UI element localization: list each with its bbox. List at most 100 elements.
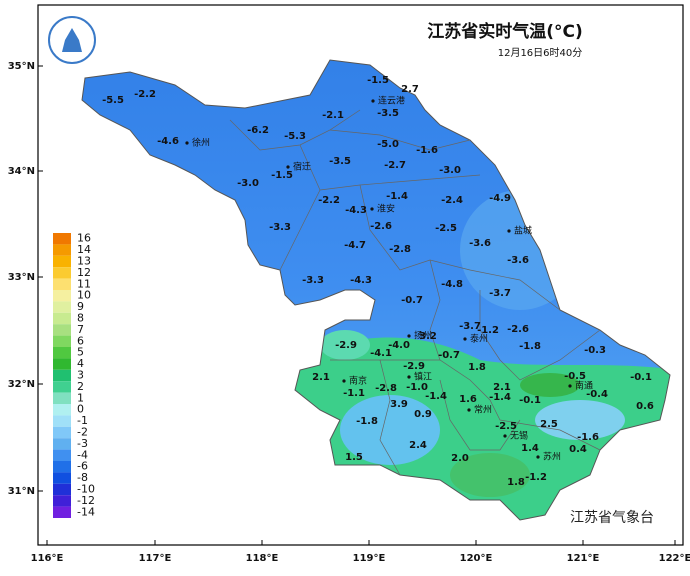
lon-label: 117°E: [139, 553, 172, 564]
legend-swatch: [53, 267, 71, 279]
temperature-label: -0.3: [584, 345, 606, 356]
temperature-label: -2.8: [389, 244, 411, 255]
city-label: 盐城: [514, 225, 532, 237]
legend-swatch: [53, 426, 71, 439]
temperature-label: -3.7: [489, 288, 511, 299]
temperature-label: -2.4: [441, 195, 463, 206]
temperature-label: -2.9: [403, 361, 425, 372]
temperature-label: -0.7: [401, 295, 423, 306]
temperature-label: -5.0: [377, 139, 399, 150]
city-dot: [503, 434, 507, 438]
legend-swatch: [53, 438, 71, 450]
temperature-label: 1.8: [468, 362, 486, 373]
city-dot: [371, 99, 375, 103]
temperature-label: 2.4: [409, 440, 427, 451]
temperature-label: -6.2: [247, 125, 269, 136]
temperature-label: 0.4: [569, 444, 587, 455]
lat-label: 32°N: [8, 379, 35, 390]
temperature-label: 2.1: [493, 382, 511, 393]
city-dot: [407, 375, 411, 379]
legend-swatch: [53, 461, 71, 473]
legend-label: -14: [77, 505, 95, 518]
temperature-label: -4.0: [388, 340, 410, 351]
temperature-label: -3.5: [329, 156, 351, 167]
legend-label: 13: [77, 255, 91, 268]
temperature-label: -1.6: [577, 432, 599, 443]
lon-label: 120°E: [460, 553, 493, 564]
temperature-label: 1.6: [459, 394, 477, 405]
legend-label: 12: [77, 266, 91, 279]
temperature-label: -2.6: [370, 221, 392, 232]
city-label: 徐州: [192, 137, 210, 149]
temperature-label: -4.1: [370, 348, 392, 359]
temperature-label: 1.4: [521, 443, 539, 454]
legend-label: 14: [77, 243, 91, 256]
lon-label: 118°E: [246, 553, 279, 564]
lon-label: 121°E: [567, 553, 600, 564]
legend-swatch: [53, 324, 71, 336]
city-dot: [370, 207, 374, 211]
temperature-label: -2.6: [507, 324, 529, 335]
temperature-label: -2.5: [435, 223, 457, 234]
legend-label: 6: [77, 334, 84, 347]
legend-swatch: [53, 404, 71, 416]
temperature-label: -1.4: [386, 191, 408, 202]
temperature-label: 1.5: [345, 452, 363, 463]
city-label: 淮安: [377, 203, 395, 215]
temperature-label: -0.7: [438, 350, 460, 361]
temperature-label: -2.5: [495, 421, 517, 432]
city-dot: [407, 334, 411, 338]
legend-label: 2: [77, 380, 84, 393]
temperature-label: -3.5: [377, 108, 399, 119]
legend-label: 8: [77, 312, 84, 325]
temperature-label: 2.0: [451, 453, 469, 464]
logo-icon: [62, 28, 82, 52]
legend-label: 4: [77, 357, 84, 370]
legend-swatch: [53, 449, 71, 461]
temperature-label: -3.6: [507, 255, 529, 266]
temperature-label: -1.1: [343, 388, 365, 399]
legend-label: 1: [77, 391, 84, 404]
temperature-label: 2.1: [312, 372, 330, 383]
subtitle: 12月16日6时40分: [498, 47, 583, 59]
temperature-label: -4.7: [344, 240, 366, 251]
legend-swatch: [53, 312, 71, 325]
temperature-label: -0.4: [586, 389, 608, 400]
temperature-label: -1.4: [425, 391, 447, 402]
temperature-label: -5.3: [284, 131, 306, 142]
temperature-label: -0.1: [519, 395, 541, 406]
legend-label: 11: [77, 277, 91, 290]
temperature-label: 3.2: [419, 331, 437, 342]
city-label: 宿迁: [293, 161, 311, 173]
temperature-label: -0.5: [564, 371, 586, 382]
temperature-label: -2.7: [384, 160, 406, 171]
temperature-label: -4.3: [345, 205, 367, 216]
temperature-label: -1.5: [271, 170, 293, 181]
city-dot: [463, 337, 467, 341]
legend-swatch: [53, 415, 71, 427]
legend-label: -6: [77, 460, 88, 473]
temperature-label: -4.8: [441, 279, 463, 290]
legend-label: 0: [77, 403, 84, 416]
city-dot: [536, 455, 540, 459]
temperature-label: -1.2: [477, 325, 499, 336]
lat-label: 31°N: [8, 486, 35, 497]
legend-swatch: [53, 392, 71, 404]
lon-label: 122°E: [659, 553, 690, 564]
footer: 江苏省气象台: [570, 510, 654, 526]
temperature-label: -3.3: [302, 275, 324, 286]
temperature-label: -4.9: [489, 193, 511, 204]
temperature-label: -2.2: [134, 89, 156, 100]
temperature-label: -3.0: [439, 165, 461, 176]
temperature-label: -1.6: [416, 145, 438, 156]
lat-label: 34°N: [8, 166, 35, 177]
city-label: 南京: [349, 375, 367, 387]
temperature-label: -1.5: [367, 75, 389, 86]
legend-label: -10: [77, 483, 95, 496]
legend-label: -4: [77, 448, 88, 461]
legend-label: 7: [77, 323, 84, 336]
city-label: 无锡: [510, 431, 528, 442]
city-label: 连云港: [378, 95, 405, 107]
temperature-label: -4.3: [350, 275, 372, 286]
